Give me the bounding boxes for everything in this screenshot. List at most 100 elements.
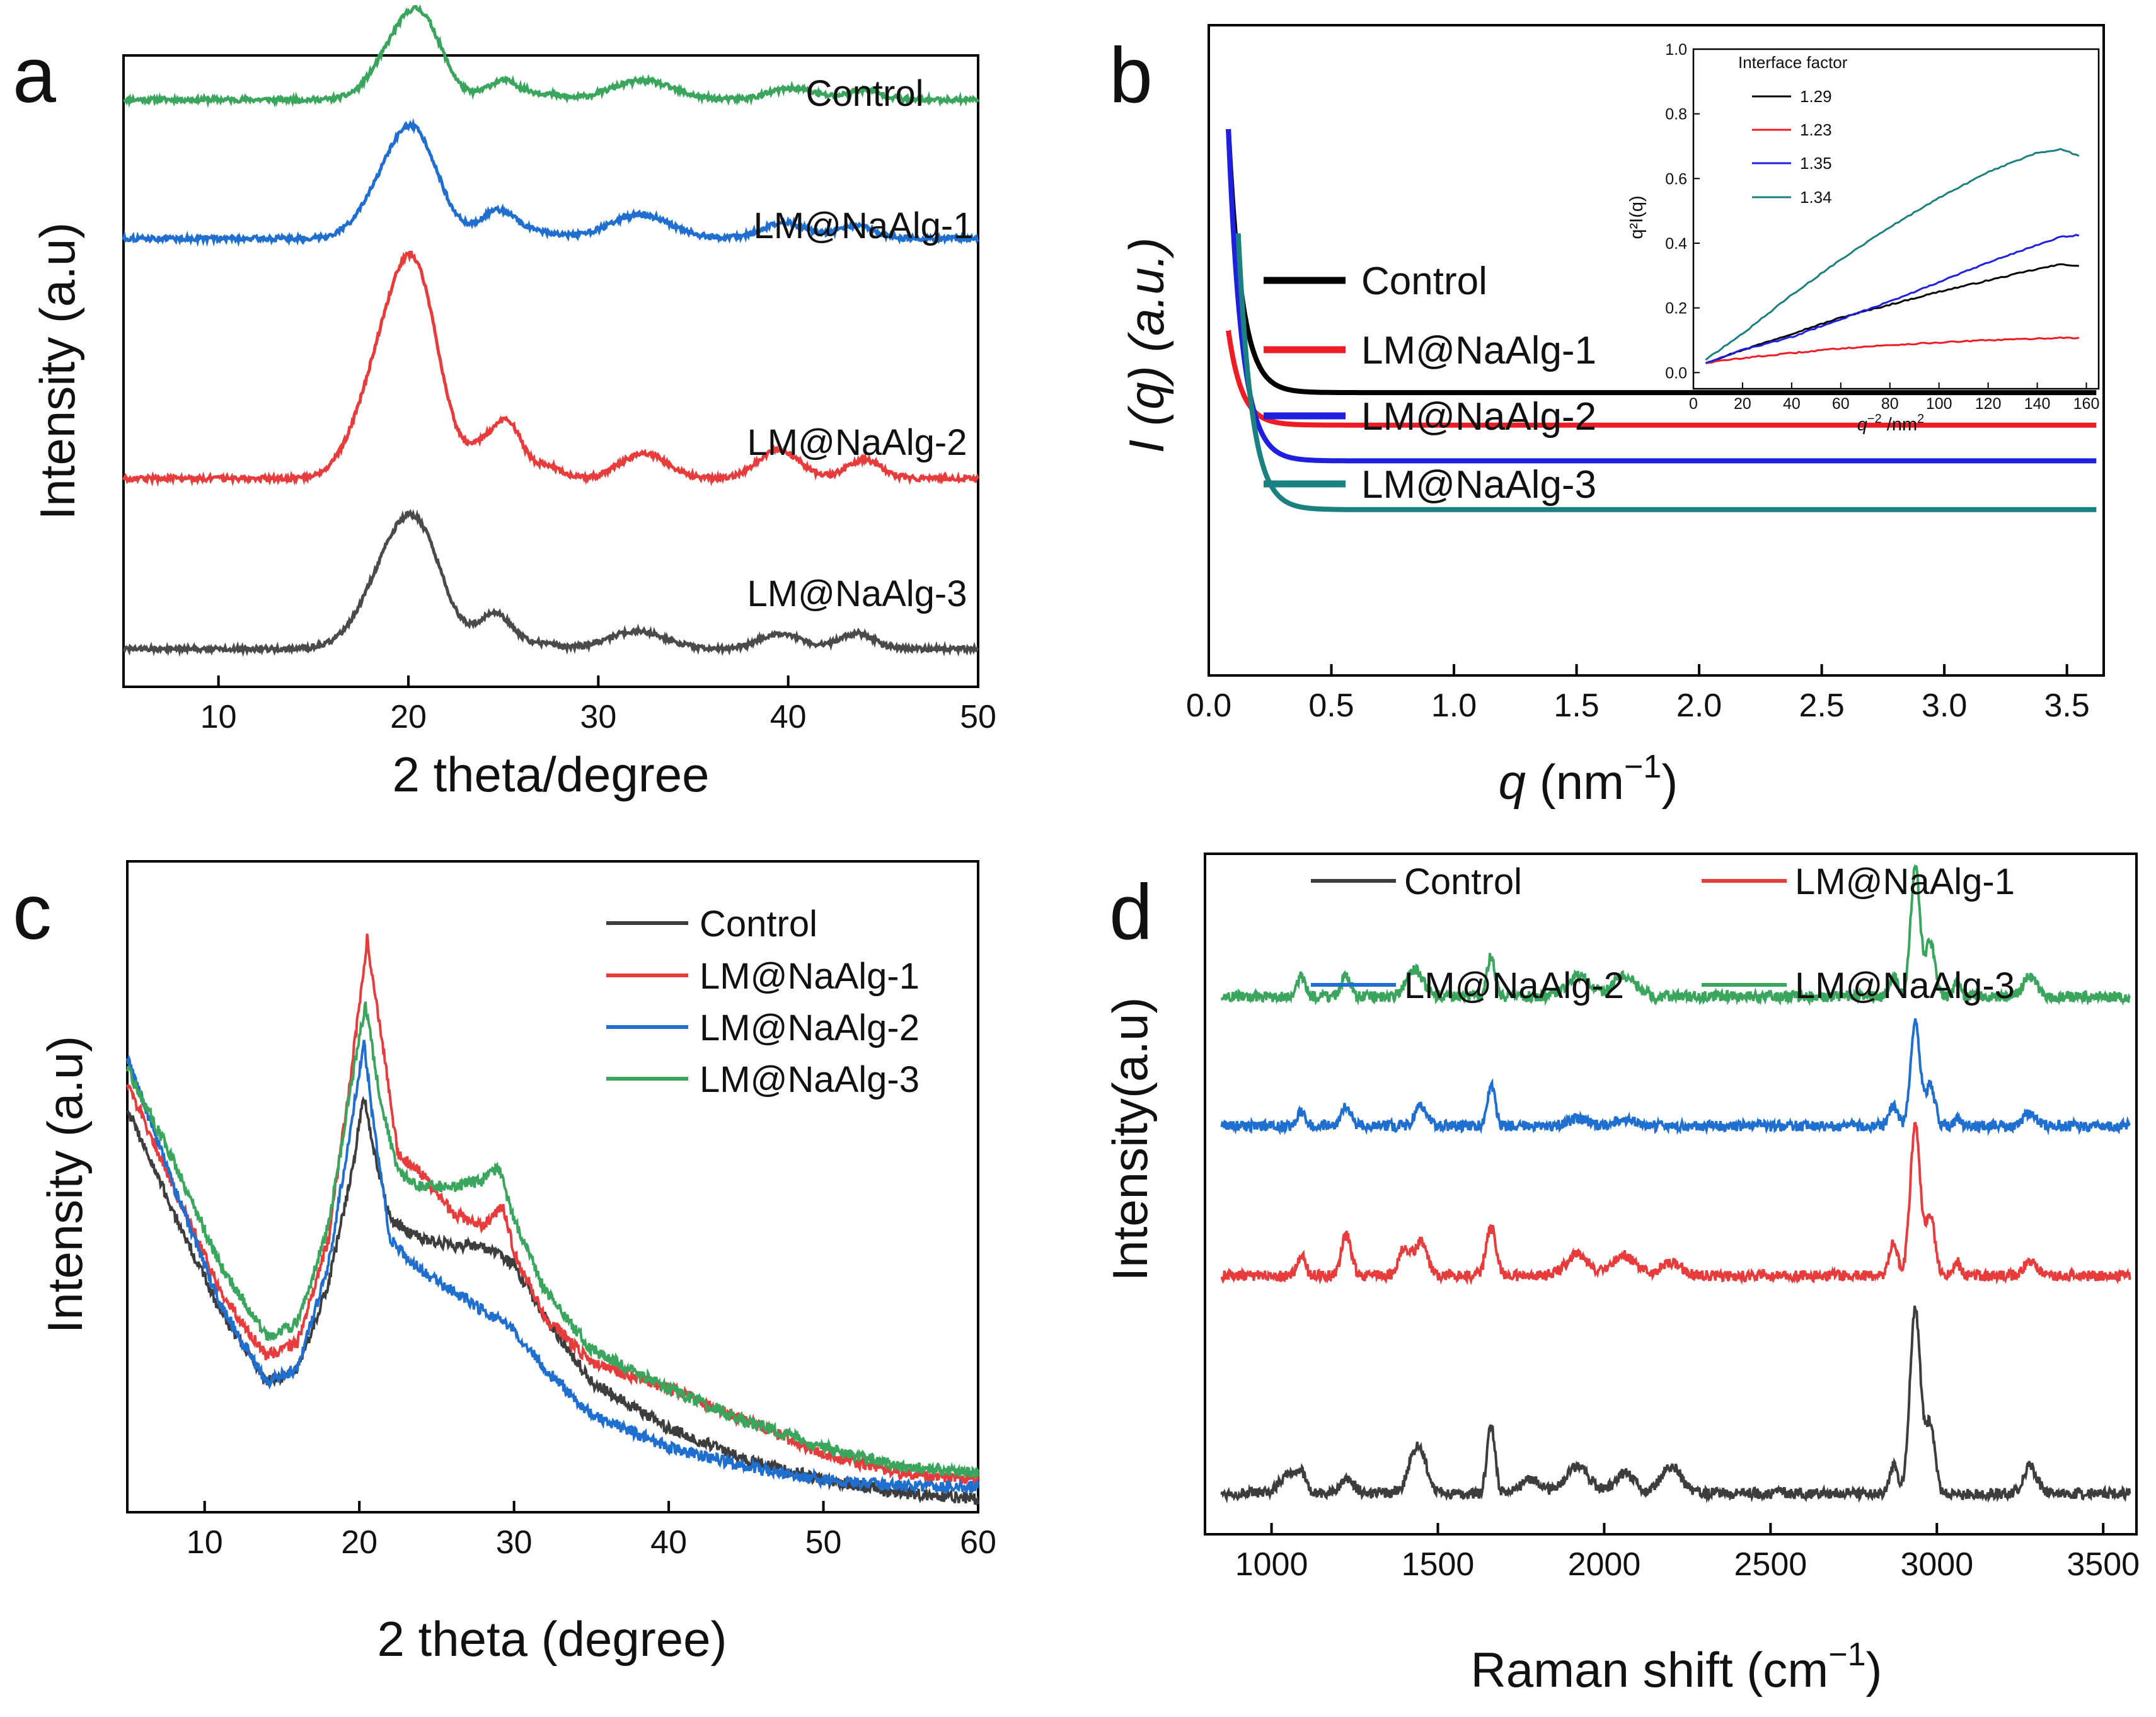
panel-d-legend: Control LM@NaAlg-1 LM@NaAlg-2 LM@NaAlg-3 — [1311, 861, 2015, 1006]
panel-c-legend: Control LM@NaAlg-1 LM@NaAlg-2 LM@NaAlg-3 — [606, 904, 919, 1100]
inset-x-axis-unit: /nm — [1882, 415, 1917, 435]
panel-c-frame — [126, 860, 979, 1513]
panel-a-x-tick-label: 50 — [960, 699, 996, 735]
panel-d-x-axis-sup: −1 — [1828, 1636, 1865, 1673]
panel-d-x-axis-end: ) — [1866, 1642, 1882, 1697]
panel-b-x-ticks: 0.0 0.5 1.0 1.5 2.0 2.5 3.0 3.5 — [1186, 664, 2090, 724]
legend-label-nalg1: LM@NaAlg-1 — [1361, 329, 1596, 372]
panel-b-x-axis-unit: (nm — [1526, 754, 1624, 810]
panel-c-letter: c — [13, 869, 52, 956]
panel-b-x-tick-label: 0.0 — [1186, 687, 1231, 724]
inset-x-tick-label: 20 — [1734, 395, 1751, 413]
panel-b-x-tick-label: 3.5 — [2044, 687, 2089, 724]
panel-d-line-LM@NaAlg-1 — [1220, 1122, 2131, 1285]
panel-d: d 1000 1500 2000 2500 3000 3500 Control LM@Na… — [1102, 853, 2140, 1697]
legend-label-nalg3: LM@NaAlg-3 — [1361, 463, 1596, 507]
panel-d-line-LM@NaAlg-2 — [1220, 1018, 2131, 1136]
panel-c-line-LM@NaAlg-2 — [126, 1040, 979, 1495]
inset-x-axis-sup2: 2 — [1917, 412, 1924, 426]
panel-c-x-tick-label: 30 — [496, 1524, 533, 1561]
panel-c-x-tick-label: 10 — [187, 1524, 223, 1561]
inset-line-1.29 — [1705, 263, 2079, 364]
panel-a-line-Control — [123, 4, 980, 108]
panel-d-series — [1220, 863, 2131, 1504]
panel-d-y-axis-title: Intensity(a.u) — [1102, 997, 1158, 1282]
inset-line-1.35 — [1705, 234, 2080, 364]
panel-b-inset: 0 20 40 60 80 100 120 140 1600.00.20.40.60.81.0 … — [1627, 41, 2099, 435]
d-legend-label-nalg2: LM@NaAlg-2 — [1404, 965, 1624, 1006]
panel-a-label-control: Control — [806, 73, 924, 114]
inset-y-tick-label: 0.2 — [1665, 300, 1687, 318]
inset-x-tick-label: 80 — [1881, 395, 1899, 413]
panel-c-series — [126, 933, 979, 1506]
inset-y-tick-label: 0.6 — [1665, 170, 1687, 188]
panel-d-line-LM@NaAlg-3 — [1220, 863, 2131, 1006]
panel-b-series — [1226, 129, 2097, 512]
panel-a-label-nalg2: LM@NaAlg-2 — [747, 422, 967, 463]
panel-a-x-tick-label: 30 — [580, 699, 616, 735]
panel-a: a 10 20 30 40 50 Control LM@NaAlg-1 LM@NaAlg… — [13, 4, 996, 802]
panel-a-line-LM@NaAlg-1 — [122, 118, 979, 248]
panel-b-line-LM@NaAlg-3 — [1235, 233, 2097, 512]
panel-c-x-tick-label: 40 — [650, 1524, 687, 1561]
panel-a-x-tick-label: 40 — [770, 699, 807, 735]
panel-d-x-tick-label: 2000 — [1568, 1546, 1641, 1583]
panel-d-line-Control — [1220, 1306, 2131, 1504]
panel-c-line-LM@NaAlg-3 — [126, 1001, 979, 1479]
panel-b-x-axis-q: q — [1499, 754, 1526, 810]
panel-a-x-ticks: 10 20 30 40 50 — [200, 675, 996, 735]
panel-d-x-axis-title: Raman shift (cm−1) — [1470, 1636, 1882, 1697]
panel-d-x-tick-label: 1500 — [1402, 1546, 1475, 1583]
panel-b-x-tick-label: 1.5 — [1554, 687, 1599, 724]
inset-x-tick-label: 0 — [1689, 395, 1698, 413]
inset-legend-label-3: 1.35 — [1800, 154, 1832, 173]
inset-line-1.23 — [1705, 336, 2080, 364]
panel-a-x-tick-label: 10 — [200, 699, 237, 735]
panel-c-x-tick-label: 20 — [341, 1524, 378, 1561]
panel-a-x-axis-title: 2 theta/degree — [392, 747, 709, 802]
panel-a-frame — [122, 54, 979, 688]
panel-b-legend: Control LM@NaAlg-1 LM@NaAlg-2 LM@NaAlg-3 — [1264, 260, 1596, 507]
inset-x-axis-sup: −2 — [1867, 412, 1882, 426]
panel-d-x-tick-label: 3000 — [1900, 1546, 1973, 1583]
c-legend-label-nalg3: LM@NaAlg-3 — [700, 1059, 919, 1100]
panel-a-y-axis-title: Intensity (a.u) — [30, 222, 85, 520]
inset-series — [1705, 147, 2080, 364]
legend-label-nalg2: LM@NaAlg-2 — [1361, 395, 1596, 439]
panel-d-x-tick-label: 2500 — [1734, 1546, 1807, 1583]
panel-b: b 0.0 0.5 1.0 1.5 2.0 2.5 3.0 3.5 Control LM@Na… — [1109, 24, 2105, 810]
panel-b-x-tick-label: 1.0 — [1431, 687, 1477, 724]
panel-d-letter: d — [1109, 869, 1153, 956]
inset-x-axis-q: q — [1857, 415, 1867, 435]
panel-b-x-tick-label: 3.0 — [1922, 687, 1967, 724]
inset-legend-label-2: 1.23 — [1800, 120, 1832, 139]
inset-y-tick-label: 0.0 — [1665, 364, 1687, 382]
panel-b-x-tick-label: 0.5 — [1308, 687, 1354, 724]
panel-c-x-tick-label: 50 — [805, 1524, 842, 1561]
panel-b-x-tick-label: 2.5 — [1799, 687, 1844, 724]
panel-a-line-LM@NaAlg-3 — [123, 508, 979, 657]
panel-b-line-Control — [1226, 129, 2097, 396]
c-legend-label-nalg2: LM@NaAlg-2 — [700, 1008, 919, 1048]
panel-d-x-tick-label: 1000 — [1235, 1546, 1308, 1583]
panel-b-x-axis-end: ) — [1661, 754, 1678, 810]
inset-y-tick-label: 0.4 — [1665, 235, 1687, 253]
panel-b-line-LM@NaAlg-1 — [1226, 330, 2097, 428]
inset-legend-title: Interface factor — [1738, 53, 1848, 72]
panel-b-x-axis-sup: −1 — [1624, 749, 1661, 785]
inset-x-tick-label: 60 — [1832, 395, 1850, 413]
panel-a-series — [122, 4, 980, 657]
inset-line-1.34 — [1705, 147, 2080, 361]
panel-c-line-LM@NaAlg-1 — [126, 933, 979, 1486]
inset-x-tick-label: 140 — [2024, 395, 2051, 413]
inset-x-tick-label: 40 — [1783, 395, 1801, 413]
d-legend-label-nalg1: LM@NaAlg-1 — [1795, 861, 2015, 902]
panel-d-frame — [1204, 853, 2138, 1536]
c-legend-label-control: Control — [700, 904, 817, 945]
panel-b-line-LM@NaAlg-2 — [1226, 129, 2097, 464]
panel-a-letter: a — [13, 32, 56, 119]
panel-a-label-nalg3: LM@NaAlg-3 — [747, 573, 967, 614]
inset-y-axis-title: q²I(q) — [1627, 195, 1647, 239]
panel-d-x-tick-label: 3500 — [2067, 1546, 2140, 1583]
